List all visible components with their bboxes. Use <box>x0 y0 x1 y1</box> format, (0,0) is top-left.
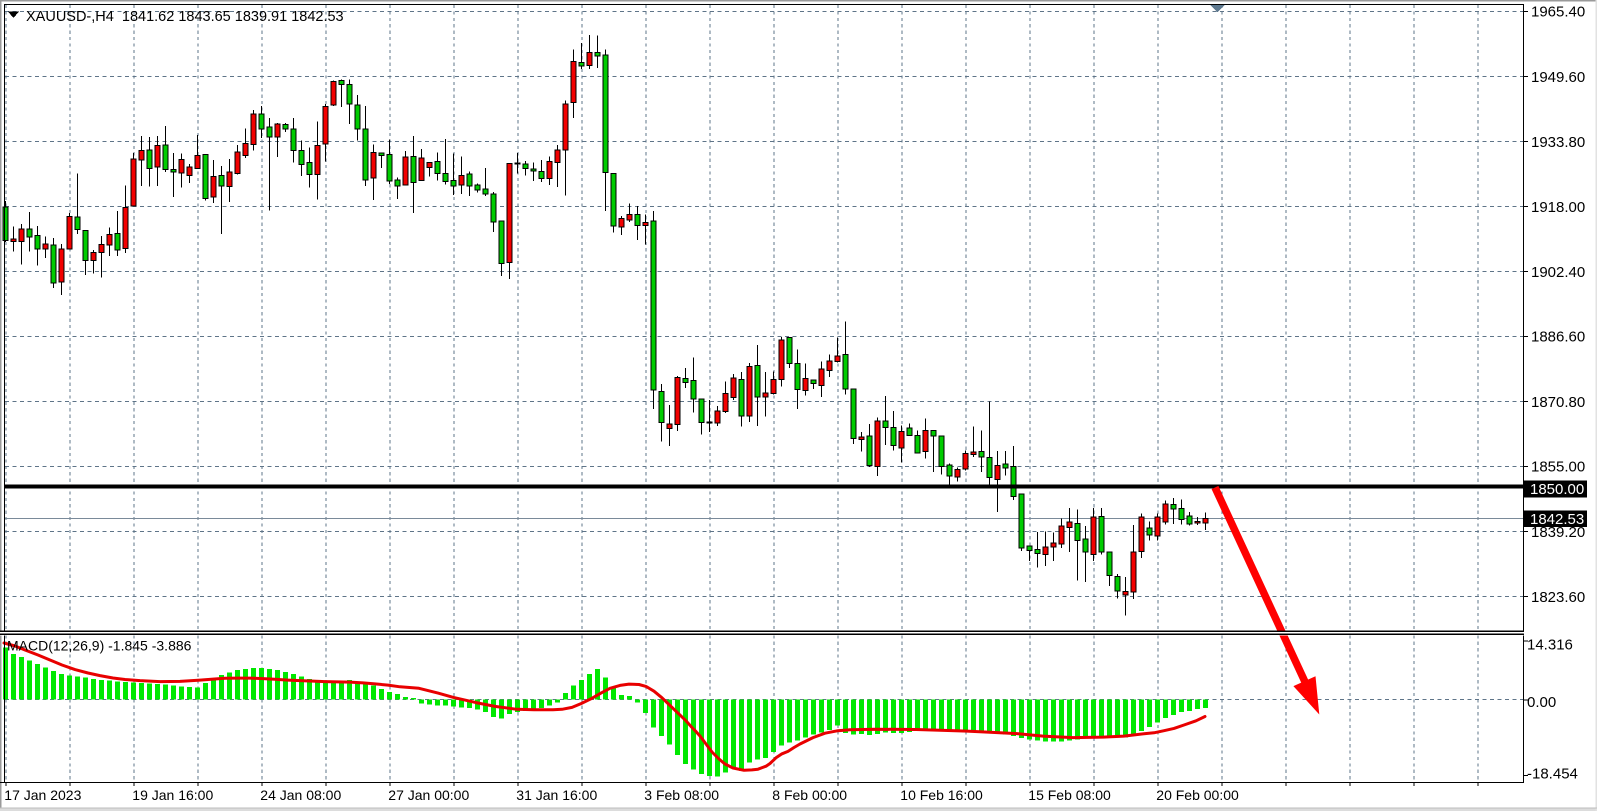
svg-text:20 Feb 00:00: 20 Feb 00:00 <box>1156 787 1239 803</box>
svg-text:10 Feb 16:00: 10 Feb 16:00 <box>900 787 983 803</box>
svg-text:1902.40: 1902.40 <box>1531 264 1585 281</box>
svg-text:17 Jan 2023: 17 Jan 2023 <box>4 787 81 803</box>
svg-text:14.316: 14.316 <box>1527 637 1573 654</box>
svg-text:MACD(12,26,9) -1.845 -3.886: MACD(12,26,9) -1.845 -3.886 <box>7 638 192 654</box>
svg-text:3 Feb 08:00: 3 Feb 08:00 <box>644 787 719 803</box>
svg-text:19 Jan 16:00: 19 Jan 16:00 <box>132 787 213 803</box>
svg-text:1839.20: 1839.20 <box>1531 524 1585 541</box>
svg-text:8 Feb 00:00: 8 Feb 00:00 <box>772 787 847 803</box>
svg-text:-18.454: -18.454 <box>1527 765 1578 782</box>
svg-text:31 Jan 16:00: 31 Jan 16:00 <box>516 787 597 803</box>
svg-text:1886.60: 1886.60 <box>1531 329 1585 346</box>
svg-text:XAUUSD-,H4 1841.62 1843.65 18: XAUUSD-,H4 1841.62 1843.65 1839.91 1842.… <box>26 9 344 25</box>
svg-text:0.00: 0.00 <box>1527 694 1556 711</box>
svg-text:1965.40: 1965.40 <box>1531 4 1585 21</box>
svg-text:1850.00: 1850.00 <box>1530 481 1584 498</box>
svg-text:1918.00: 1918.00 <box>1531 199 1585 216</box>
svg-text:1855.00: 1855.00 <box>1531 459 1585 476</box>
svg-text:24 Jan 08:00: 24 Jan 08:00 <box>260 787 341 803</box>
svg-text:1842.53: 1842.53 <box>1530 511 1584 528</box>
svg-text:1933.80: 1933.80 <box>1531 134 1585 151</box>
svg-text:1870.80: 1870.80 <box>1531 394 1585 411</box>
svg-text:15 Feb 08:00: 15 Feb 08:00 <box>1028 787 1111 803</box>
svg-text:27 Jan 00:00: 27 Jan 00:00 <box>388 787 469 803</box>
svg-text:1823.60: 1823.60 <box>1531 589 1585 606</box>
svg-text:1949.60: 1949.60 <box>1531 69 1585 86</box>
